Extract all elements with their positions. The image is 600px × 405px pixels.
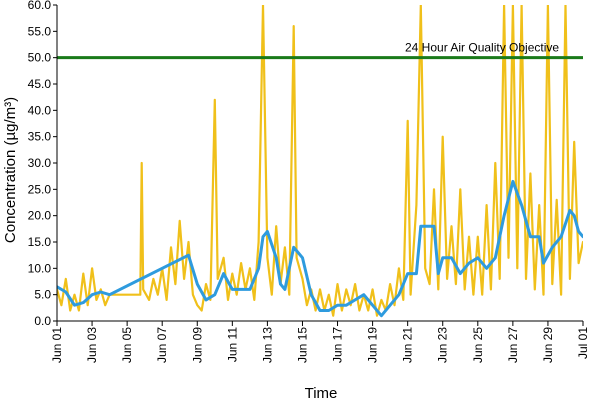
y-axis-title: Concentration (µg/m³) xyxy=(2,97,19,243)
y-tick-label: 20.0 xyxy=(28,209,52,223)
objective-label: 24 Hour Air Quality Objective xyxy=(405,41,559,55)
x-tick-label: Jun 17 xyxy=(331,327,345,363)
y-tick-label: 30.0 xyxy=(28,156,52,170)
series-line-hourly xyxy=(57,5,583,317)
y-tick-label: 15.0 xyxy=(28,235,52,249)
x-tick-label: Jul 01 xyxy=(576,327,590,359)
x-tick-label: Jun 23 xyxy=(436,327,450,363)
y-tick-label: 5.0 xyxy=(34,288,51,302)
x-tick-label: Jun 01 xyxy=(50,327,64,363)
x-axis: Jun 01 Jun 03 Jun 05 Jun 07 Jun 09 Jun 11 Jun … xyxy=(50,320,590,363)
x-tick-label: Jun 25 xyxy=(471,327,485,363)
y-tick-label: 0.0 xyxy=(34,314,51,328)
y-axis: 0.0 5.0 10.0 15.0 20.0 25.0 30.0 35.0 40.0 45.0 50… xyxy=(28,0,58,328)
plot-area: 24 Hour Air Quality Objective xyxy=(57,5,583,318)
x-tick-label: Jun 03 xyxy=(85,327,99,363)
x-tick-label: Jun 07 xyxy=(155,327,169,363)
y-tick-label: 35.0 xyxy=(28,130,52,144)
y-tick-label: 45.0 xyxy=(28,77,52,91)
x-tick-label: Jun 13 xyxy=(260,327,274,363)
y-tick-label: 60.0 xyxy=(28,0,52,12)
x-tick-label: Jun 09 xyxy=(190,327,204,363)
x-tick-label: Jun 29 xyxy=(541,327,555,363)
x-tick-label: Jun 11 xyxy=(225,327,239,362)
y-tick-label: 55.0 xyxy=(28,24,52,38)
x-tick-label: Jun 05 xyxy=(120,327,134,363)
y-tick-label: 40.0 xyxy=(28,103,52,117)
y-tick-label: 50.0 xyxy=(28,51,52,65)
x-tick-label: Jun 19 xyxy=(366,327,380,363)
x-tick-label: Jun 15 xyxy=(295,327,309,363)
x-tick-label: Jun 21 xyxy=(401,327,415,363)
series-line-rolling xyxy=(57,179,583,318)
x-axis-title: Time xyxy=(305,385,338,400)
y-tick-label: 10.0 xyxy=(28,261,52,275)
y-tick-label: 25.0 xyxy=(28,182,52,196)
x-tick-label: Jun 27 xyxy=(506,327,520,363)
